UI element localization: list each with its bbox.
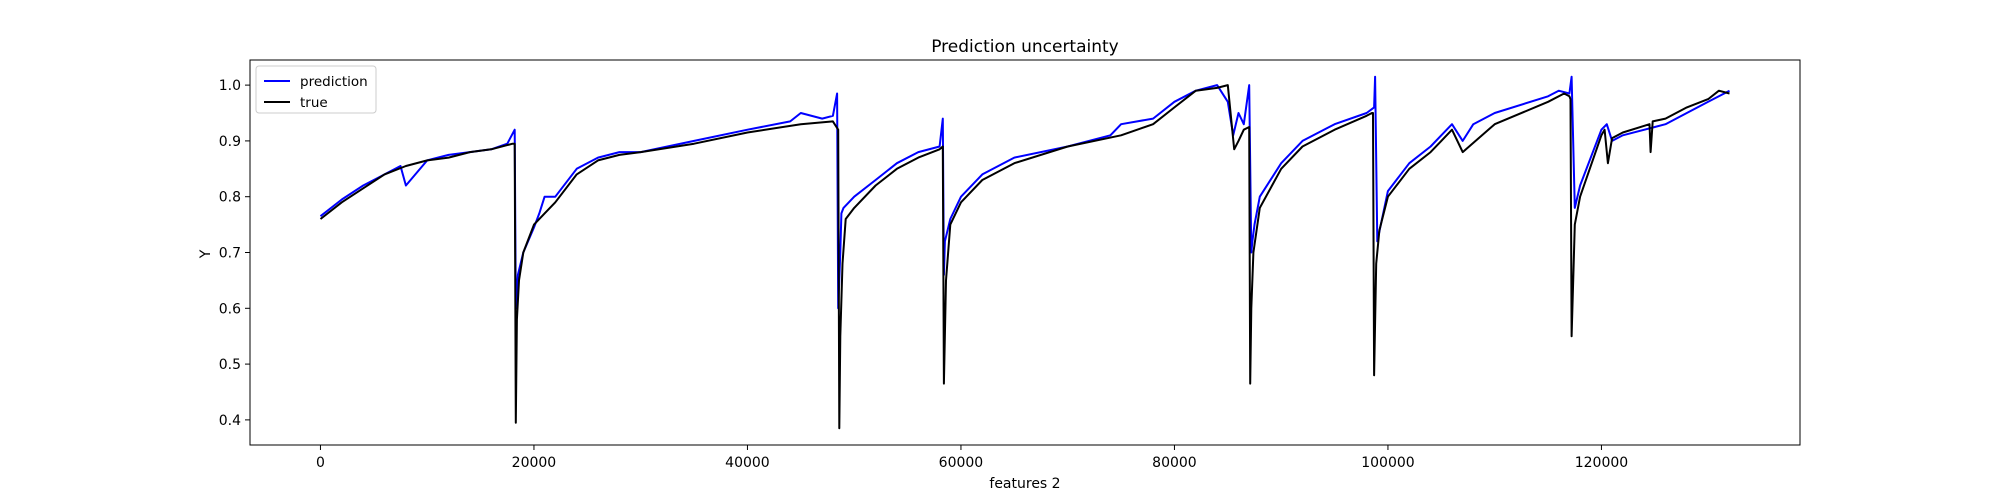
y-tick-label: 1.0 — [219, 78, 241, 94]
x-tick-label: 100000 — [1361, 455, 1414, 471]
y-tick-label: 0.5 — [219, 357, 241, 373]
x-tick-label: 120000 — [1575, 455, 1628, 471]
x-tick-label: 20000 — [512, 455, 557, 471]
legend-label-prediction: prediction — [300, 74, 368, 90]
x-tick-label: 0 — [316, 455, 325, 471]
x-tick-label: 80000 — [1152, 455, 1197, 471]
x-axis-label: features 2 — [989, 476, 1060, 492]
chart-title: Prediction uncertainty — [931, 37, 1119, 57]
y-axis-label: Y — [198, 249, 214, 259]
plot-area: 0 20000 40000 60000 80000 100000 120000 0.4 0.5 0… — [219, 59, 1801, 471]
x-tick-label: 40000 — [725, 455, 770, 471]
x-tick-label: 60000 — [939, 455, 984, 471]
y-tick-label: 0.6 — [219, 301, 241, 317]
y-tick-label: 0.9 — [219, 134, 241, 150]
y-tick-label: 0.8 — [219, 190, 241, 206]
y-tick-label: 0.7 — [219, 246, 241, 262]
series-line-true — [319, 84, 1730, 430]
y-tick-label: 0.4 — [219, 413, 241, 429]
legend-label-true: true — [300, 95, 328, 111]
